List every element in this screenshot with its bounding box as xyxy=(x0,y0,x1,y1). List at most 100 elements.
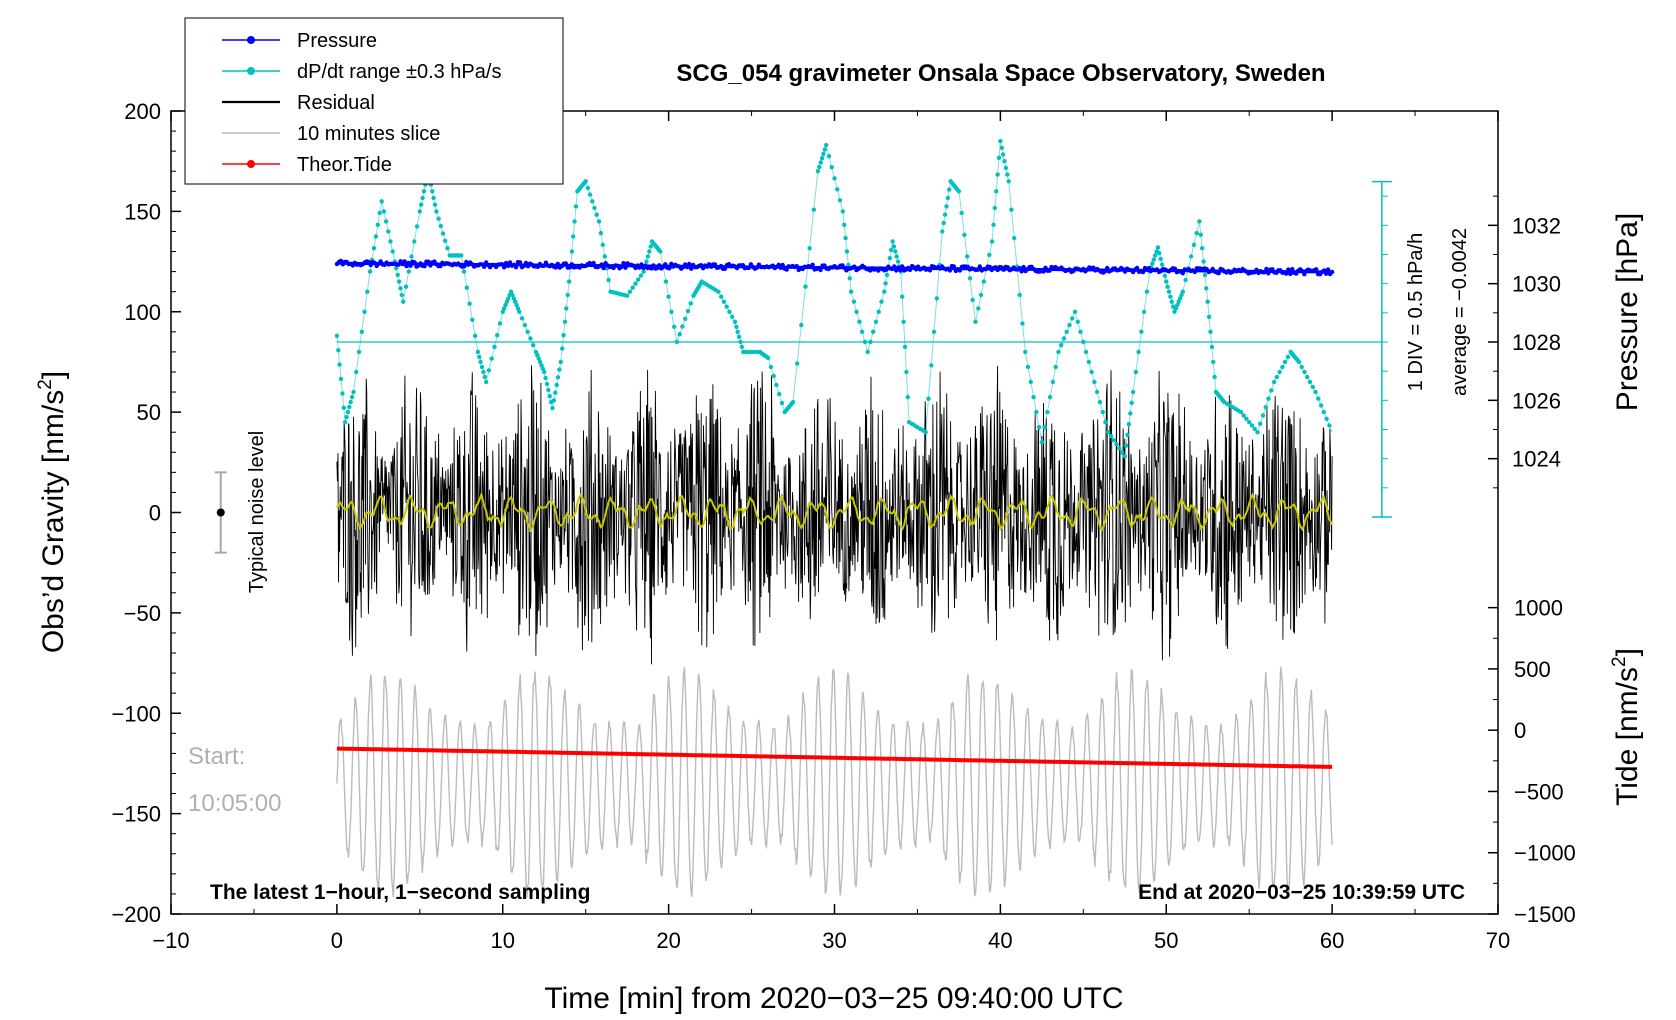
dpdt-point xyxy=(1211,359,1216,365)
dpdt-point xyxy=(528,336,533,341)
dpdt-point xyxy=(940,229,945,234)
dpdt-point xyxy=(736,334,742,339)
dpdt-point xyxy=(947,187,952,192)
dpdt-point xyxy=(551,398,557,403)
dpdt-point xyxy=(998,138,1003,144)
dpdt-point xyxy=(636,277,641,282)
dpdt-point xyxy=(891,244,897,249)
dpdt-point xyxy=(777,391,782,397)
dpdt-point xyxy=(1208,329,1213,334)
dpdt-point xyxy=(941,220,946,226)
dpdt-point xyxy=(1164,279,1169,284)
dpdt-point xyxy=(734,324,739,329)
y-tick-label-gravity: 50 xyxy=(137,400,161,425)
dpdt-point xyxy=(1092,379,1097,385)
dpdt-point xyxy=(803,284,808,289)
x-tick-label: 50 xyxy=(1154,928,1178,953)
dpdt-point xyxy=(359,329,364,334)
dpdt-point xyxy=(537,359,543,365)
dpdt-point xyxy=(739,344,745,350)
dpdt-point xyxy=(1241,413,1246,418)
dpdt-point xyxy=(774,382,779,388)
dpdt-point xyxy=(1036,425,1042,430)
dpdt-point xyxy=(669,309,674,314)
dpdt-point xyxy=(1169,299,1175,304)
dpdt-point xyxy=(647,249,652,254)
dpdt-point xyxy=(1006,179,1011,184)
dpdt-point xyxy=(627,289,633,294)
y-tick-label-gravity: −200 xyxy=(111,902,161,927)
dpdt-point xyxy=(1028,379,1034,385)
dpdt-point xyxy=(501,306,507,311)
dpdt-point xyxy=(484,379,489,385)
dpdt-point xyxy=(1191,242,1197,247)
dpdt-point xyxy=(719,294,724,299)
dpdt-point xyxy=(401,299,406,304)
x-tick-label: 20 xyxy=(656,928,680,953)
dpdt-point xyxy=(375,222,380,227)
dpdt-point xyxy=(1321,409,1327,415)
dpdt-point xyxy=(1136,349,1141,355)
dpdt-point xyxy=(821,151,826,156)
dpdt-point xyxy=(1130,389,1136,395)
dpdt-point xyxy=(1179,292,1184,298)
dpdt-point xyxy=(1023,349,1028,355)
y-tick-label-pressure: 1032 xyxy=(1512,213,1561,238)
dpdt-point xyxy=(847,276,852,281)
legend-label: Theor.Tide xyxy=(297,154,392,176)
y-tick-label-gravity: 0 xyxy=(149,501,161,526)
dpdt-point xyxy=(432,202,438,207)
dpdt-point xyxy=(879,299,884,304)
dpdt-point xyxy=(901,319,906,324)
dpdt-point xyxy=(492,344,497,350)
dpdt-point xyxy=(1212,374,1217,380)
dpdt-point xyxy=(677,332,682,337)
dpdt-point xyxy=(991,222,996,227)
dpdt-point xyxy=(539,363,544,368)
dpdt-point xyxy=(1198,232,1204,237)
dpdt-point xyxy=(818,160,823,165)
dpdt-point xyxy=(1166,289,1172,294)
dpdt-point xyxy=(844,249,850,254)
y-axis-title-gravity-sup: 2 xyxy=(35,379,56,390)
dpdt-point xyxy=(1025,364,1031,370)
y-axis-title-pressure: Pressure [hPa] xyxy=(1611,213,1644,411)
dpdt-point xyxy=(1150,261,1155,266)
dpdt-point xyxy=(630,285,635,290)
dpdt-point xyxy=(334,333,340,338)
dpdt-point xyxy=(1177,296,1183,301)
dpdt-point xyxy=(514,302,519,308)
dpdt-point xyxy=(893,249,898,254)
dpdt-point xyxy=(1061,336,1067,341)
dpdt-point xyxy=(1247,420,1252,425)
dpdt-point xyxy=(1168,294,1173,299)
dpdt-point xyxy=(550,405,555,411)
dpdt-point xyxy=(1201,259,1206,264)
dpdt-point xyxy=(430,189,435,194)
dpdt-point xyxy=(1206,314,1212,319)
dpdt-point xyxy=(403,284,409,289)
dpdt-point xyxy=(1064,329,1069,334)
dpdt-point xyxy=(1271,379,1277,385)
dpdt-point xyxy=(842,222,847,227)
dpdt-point xyxy=(390,249,395,254)
dpdt-point xyxy=(436,216,441,221)
dpdt-point xyxy=(419,202,424,207)
dpdt-point xyxy=(824,142,829,148)
dpdt-point xyxy=(1307,379,1313,385)
div-note: 1 DIV = 0.5 hPa/h xyxy=(1405,233,1427,391)
noise-label: Typical noise level xyxy=(246,431,268,593)
dpdt-point xyxy=(383,219,389,224)
dpdt-point xyxy=(902,344,908,350)
dpdt-point xyxy=(672,324,677,329)
dpdt-point xyxy=(1108,434,1114,439)
dpdt-point xyxy=(489,356,494,361)
dpdt-point xyxy=(531,343,536,348)
dpdt-point xyxy=(873,319,879,324)
dpdt-point xyxy=(889,247,894,253)
dpdt-point xyxy=(721,299,727,304)
dpdt-point xyxy=(443,238,448,243)
dpdt-point xyxy=(779,400,785,406)
y-tick-label-pressure: 1030 xyxy=(1512,272,1561,297)
dpdt-point xyxy=(900,294,905,299)
